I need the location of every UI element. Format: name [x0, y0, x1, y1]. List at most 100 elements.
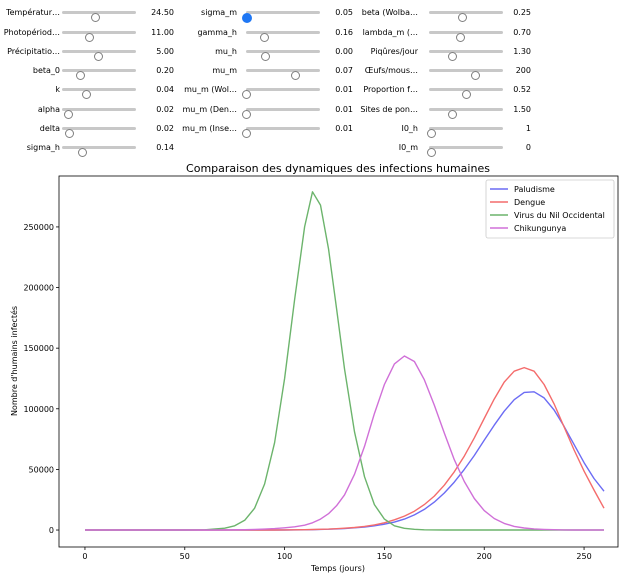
slider-handle[interactable]	[260, 33, 270, 42]
slider-handle[interactable]	[77, 148, 87, 157]
legend-label: Dengue	[514, 198, 545, 207]
slider-handle[interactable]	[291, 71, 301, 80]
slider-value: 0.01	[335, 105, 353, 114]
x-tick-label: 0	[82, 552, 87, 561]
slider-track[interactable]	[246, 50, 320, 61]
y-axis-label: Nombre d'humains infectés	[9, 306, 19, 416]
slider-value: 1.50	[513, 105, 531, 114]
slider-label: mu_m (Wol…	[184, 85, 237, 94]
slider-value: 1	[525, 124, 531, 133]
x-tick-label: 100	[277, 552, 292, 561]
slider-track[interactable]	[62, 146, 136, 157]
legend-label: Chikungunya	[514, 224, 566, 233]
slider-track[interactable]	[429, 69, 503, 80]
y-tick-label: 200000	[23, 284, 54, 293]
x-axis-label: Temps (jours)	[310, 564, 365, 573]
slider-track[interactable]	[429, 31, 503, 42]
slider-track[interactable]	[62, 69, 136, 80]
slider-value: 5.00	[156, 47, 174, 56]
slider-handle[interactable]	[426, 148, 436, 157]
slider-label: mu_m (Inse…	[182, 124, 237, 133]
slider-label: k	[55, 85, 60, 94]
slider-track[interactable]	[62, 31, 136, 42]
slider-label: Précipitatio…	[7, 47, 60, 56]
slider-handle[interactable]	[91, 13, 101, 22]
slider-label: mu_m (Den…	[182, 105, 237, 114]
slider-track[interactable]	[242, 108, 320, 119]
slider-handle[interactable]	[82, 90, 92, 99]
slider-label: Proportion f…	[363, 85, 418, 94]
slider-value: 0.70	[513, 28, 531, 37]
slider-handle[interactable]	[462, 90, 472, 99]
slider-handle[interactable]	[85, 33, 95, 42]
slider-value: 0.52	[513, 85, 531, 94]
slider-handle[interactable]	[242, 129, 252, 138]
slider-value: 0.20	[156, 66, 174, 75]
slider-value: 0.16	[335, 28, 353, 37]
y-tick-label: 0	[49, 526, 54, 535]
slider-label: Photopériod…	[3, 28, 60, 37]
slider-handle[interactable]	[242, 110, 252, 119]
slider-track[interactable]	[246, 31, 320, 42]
slider-handle[interactable]	[458, 13, 468, 22]
slider-value: 0.02	[156, 124, 174, 133]
slider-track[interactable]	[62, 108, 136, 119]
slider-value: 0.01	[335, 124, 353, 133]
legend-box	[485, 179, 615, 239]
slider-handle[interactable]	[447, 110, 457, 119]
slider-handle[interactable]	[65, 129, 75, 138]
y-tick-label: 250000	[23, 223, 54, 232]
slider-track[interactable]	[62, 11, 136, 22]
slider-track[interactable]	[426, 127, 503, 138]
x-tick-label: 50	[180, 552, 190, 561]
slider-track[interactable]	[62, 88, 136, 99]
slider-handle[interactable]	[426, 129, 436, 138]
slider-label: sigma_m	[201, 8, 237, 17]
slider-value: 0.14	[156, 143, 174, 152]
infection-chart: Comparaison des dynamiques des infection…	[9, 162, 619, 573]
slider-handle[interactable]	[455, 33, 465, 42]
legend: Paludisme Dengue Virus du Nil Occidental Ch…	[485, 179, 615, 239]
slider-track[interactable]	[429, 50, 503, 61]
y-tick-label: 50000	[29, 465, 54, 474]
x-tick-label: 200	[477, 552, 492, 561]
y-tick-label: 150000	[23, 344, 54, 353]
slider-handle[interactable]	[94, 52, 103, 61]
slider-handle[interactable]	[242, 13, 253, 23]
slider-track[interactable]	[429, 88, 503, 99]
slider-handle[interactable]	[447, 52, 457, 61]
slider-track[interactable]	[429, 108, 503, 119]
slider-track[interactable]	[246, 69, 320, 80]
slider-handle[interactable]	[242, 90, 252, 99]
slider-handle[interactable]	[470, 71, 480, 80]
slider-track[interactable]	[62, 50, 136, 61]
slider-value: 0.25	[513, 8, 531, 17]
slider-value: 200	[515, 66, 531, 75]
slider-value: 0.07	[335, 66, 353, 75]
slider-value: 1.30	[513, 47, 531, 56]
slider-value: 11.00	[151, 28, 174, 37]
series-line-3	[85, 355, 604, 531]
x-tick-label: 150	[377, 552, 392, 561]
slider-track[interactable]	[429, 11, 503, 22]
slider-track[interactable]	[62, 127, 136, 138]
slider-track[interactable]	[426, 146, 503, 157]
slider-label: lambda_m (…	[362, 28, 418, 37]
slider-label: beta_0	[32, 66, 60, 75]
slider-track[interactable]	[242, 88, 320, 99]
slider-track[interactable]	[242, 11, 320, 23]
slider-track[interactable]	[242, 127, 320, 138]
slider-value: 0.05	[335, 8, 353, 17]
slider-label: Sites de pon…	[360, 105, 418, 114]
slider-label: alpha	[37, 105, 60, 114]
series-line-2	[85, 191, 604, 531]
slider-value: 24.50	[151, 8, 174, 17]
slider-label: Œufs/mous…	[364, 66, 418, 75]
slider-value: 0.02	[156, 105, 174, 114]
slider-handle[interactable]	[260, 52, 270, 61]
slider-label: sigma_h	[26, 143, 60, 152]
series-lines	[85, 191, 605, 531]
slider-handle[interactable]	[76, 71, 86, 80]
slider-handle[interactable]	[64, 110, 74, 119]
slider-label: gamma_h	[197, 28, 237, 37]
